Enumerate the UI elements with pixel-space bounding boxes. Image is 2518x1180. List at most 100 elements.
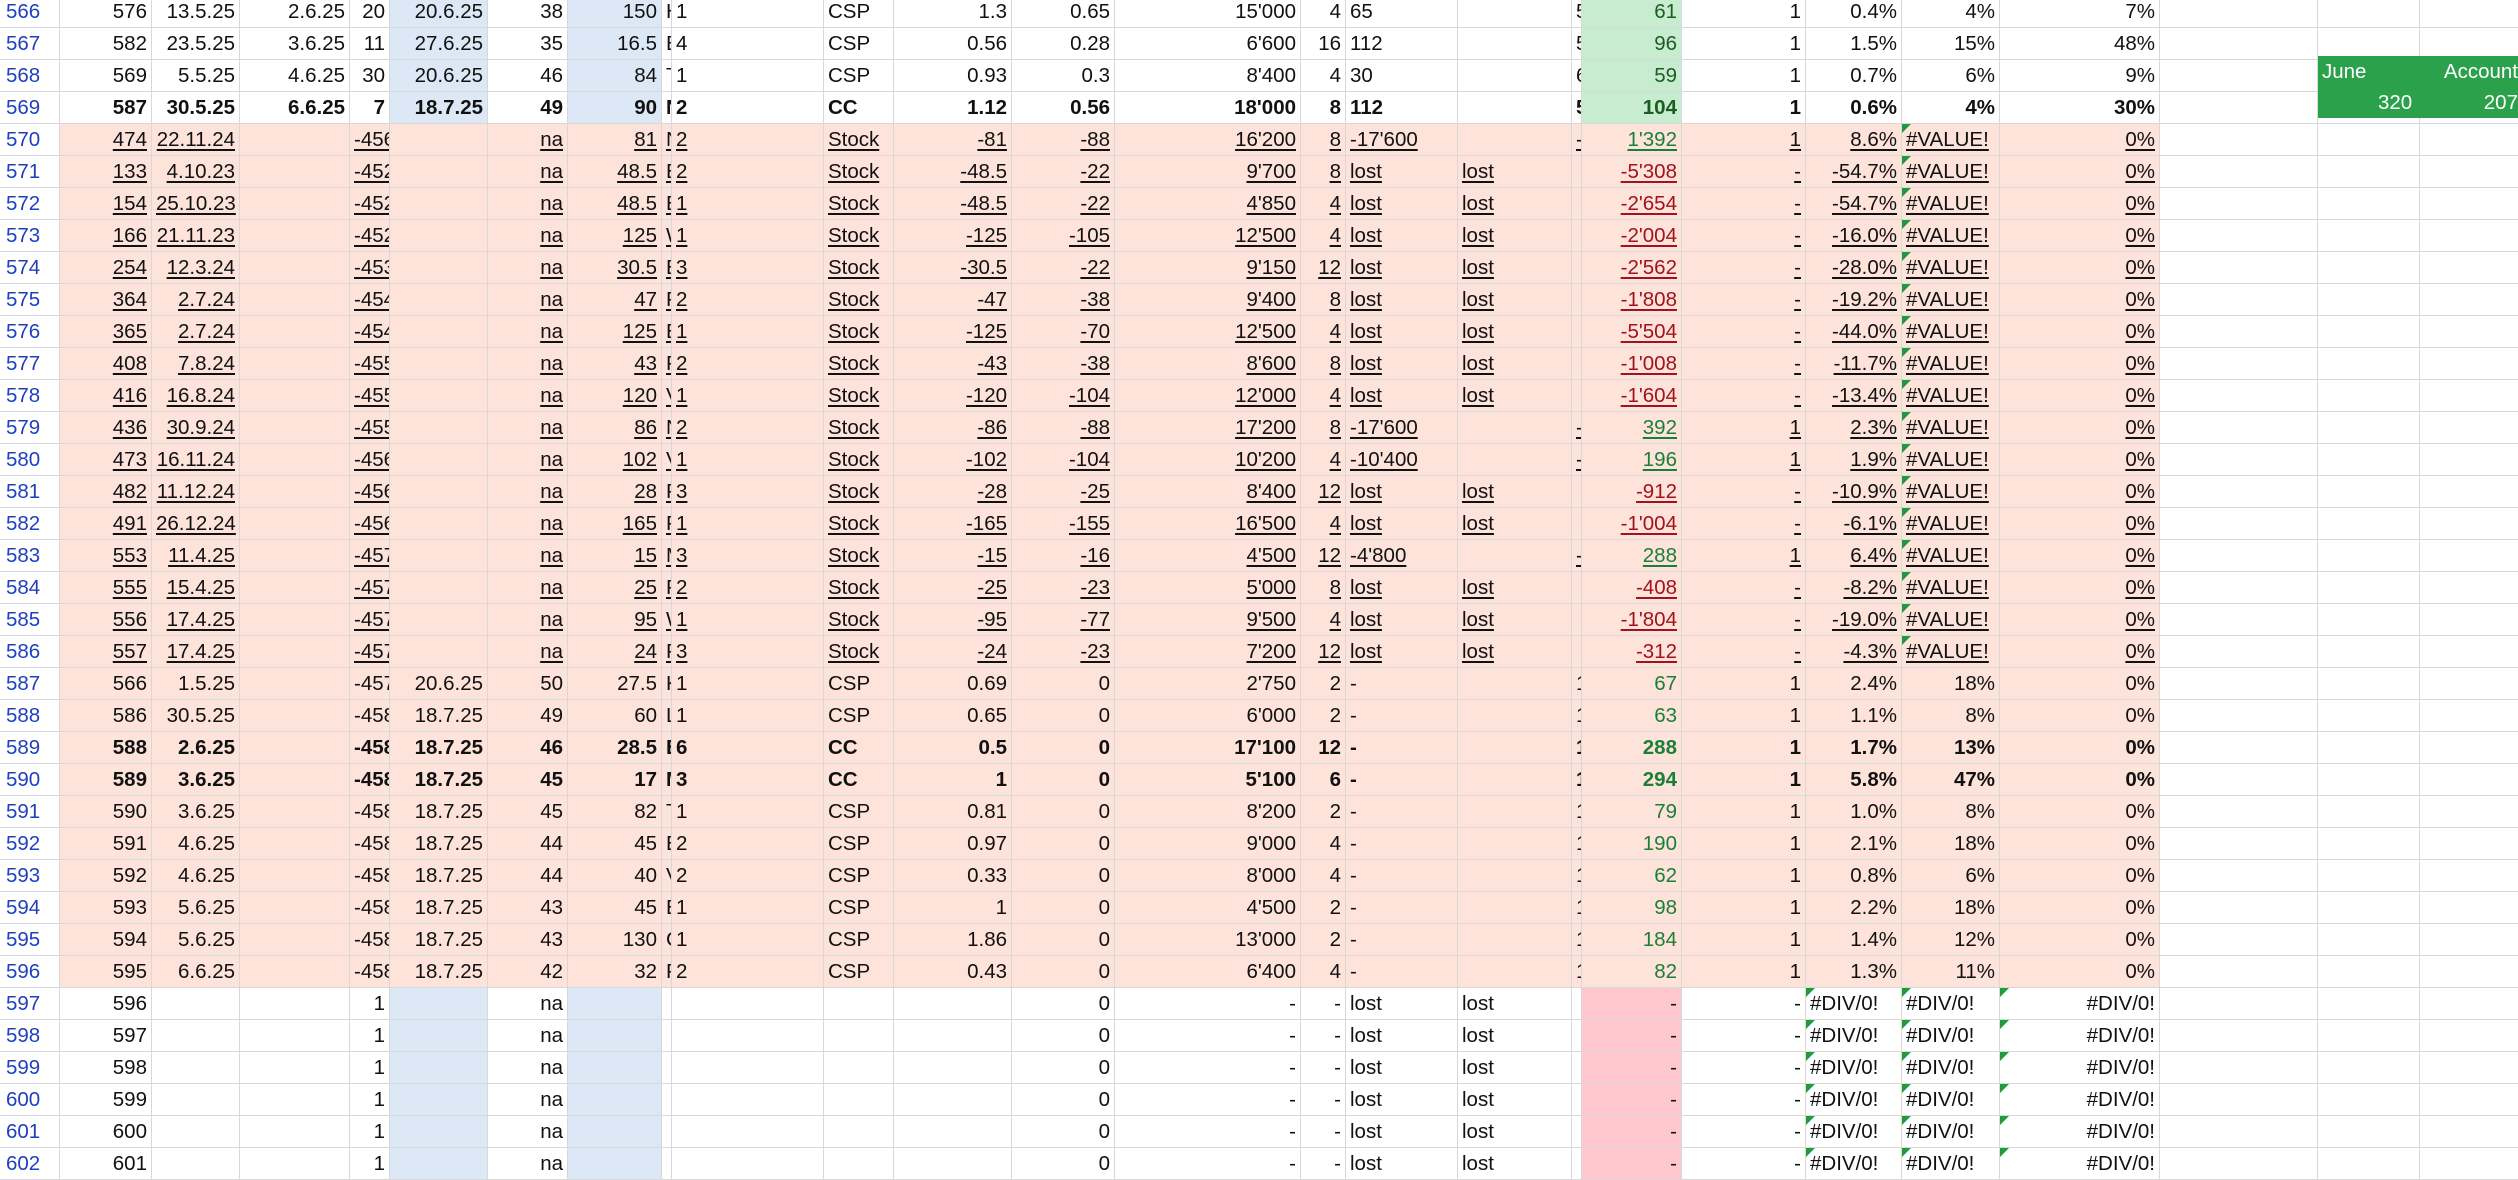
col-gap-cell[interactable]: MARA [662, 540, 672, 572]
col-contracts-cell[interactable]: 4 [1301, 956, 1346, 988]
col-strike-cell[interactable]: 82 [568, 796, 662, 828]
col-capital-cell[interactable]: - [1115, 1116, 1301, 1148]
col-annual-cell[interactable]: #DIV/0! [1902, 988, 2000, 1020]
col-close-date-cell[interactable] [240, 156, 350, 188]
col-pct-keep-cell[interactable] [1572, 1116, 1582, 1148]
col-contracts-cell[interactable]: 4 [1301, 828, 1346, 860]
col-pct-keep-cell[interactable]: -2% [1572, 412, 1582, 444]
col-open-date-cell[interactable]: 4.6.25 [152, 828, 240, 860]
col-strike-cell[interactable]: 43 [568, 348, 662, 380]
col-open-date-cell[interactable]: 2.7.24 [152, 284, 240, 316]
col-close-price-cell[interactable]: 0 [1012, 732, 1115, 764]
col-expiry-cell[interactable]: 20.6.25 [390, 60, 488, 92]
col-dte-cell[interactable]: na [488, 1084, 568, 1116]
col-close-price-cell[interactable]: -104 [1012, 380, 1115, 412]
row-number[interactable]: 568 [0, 60, 60, 92]
col-return-cell[interactable]: #DIV/0! [1806, 1148, 1902, 1180]
col-open-date-cell[interactable]: 3.6.25 [152, 764, 240, 796]
col-win-cell[interactable]: 1 [1682, 60, 1806, 92]
col-win-cell[interactable]: - [1682, 988, 1806, 1020]
col-premium-cell[interactable]: 0.5 [894, 732, 1012, 764]
col-value-cell[interactable]: lost [1346, 1148, 1458, 1180]
col-days-cell[interactable]: -45224 [350, 188, 390, 220]
row-number[interactable]: 575 [0, 284, 60, 316]
col-gap-cell[interactable]: BAYN [662, 188, 672, 220]
empty-cell[interactable] [2160, 220, 2318, 252]
col-days-cell[interactable]: -45807 [350, 700, 390, 732]
col-weight-cell[interactable]: 0% [2000, 796, 2160, 828]
col-expiry-cell[interactable]: 18.7.25 [390, 956, 488, 988]
empty-cell[interactable] [2160, 1052, 2318, 1084]
col-pct-keep-cell[interactable]: 50% [1572, 0, 1582, 28]
col-close-price-cell[interactable]: 0 [1012, 828, 1115, 860]
empty-cell[interactable] [2420, 892, 2518, 924]
col-type-cell[interactable]: Stock [824, 412, 894, 444]
col-ticker-cell[interactable]: 1 [672, 796, 824, 828]
col-days-cell[interactable]: -45812 [350, 828, 390, 860]
col-pl-cell[interactable]: - [1582, 1116, 1682, 1148]
col-weight-cell[interactable]: #DIV/0! [2000, 1084, 2160, 1116]
col-strike-cell[interactable]: 60 [568, 700, 662, 732]
sheet-row[interactable]: 5753642.7.24-45475na47PAH32Stock-47-389'… [0, 284, 2518, 316]
empty-cell[interactable] [2160, 1020, 2318, 1052]
col-pl-cell[interactable]: -408 [1582, 572, 1682, 604]
col-ticker-cell[interactable] [672, 1020, 824, 1052]
empty-cell[interactable] [2160, 508, 2318, 540]
col-lost-cell[interactable] [1458, 60, 1572, 92]
row-number[interactable]: 569 [0, 92, 60, 124]
col-ticker-cell[interactable]: 3 [672, 636, 824, 668]
col-strike-cell[interactable]: 81 [568, 124, 662, 156]
col-gap-cell[interactable]: WHR [662, 220, 672, 252]
empty-cell[interactable] [2318, 220, 2420, 252]
col-annual-cell[interactable]: 47% [1902, 764, 2000, 796]
col-type-cell[interactable]: Stock [824, 252, 894, 284]
col-strike-cell[interactable] [568, 1084, 662, 1116]
col-value-cell[interactable]: lost [1346, 1084, 1458, 1116]
col-dte-cell[interactable]: na [488, 220, 568, 252]
col-lost-cell[interactable]: lost [1458, 636, 1572, 668]
sheet-row[interactable]: 5915903.6.25-4581118.7.254582TLT1CSP0.81… [0, 796, 2518, 828]
col-gap-cell[interactable]: MARA [662, 764, 672, 796]
col-premium-cell[interactable] [894, 1020, 1012, 1052]
col-ticker-cell[interactable]: 1 [672, 700, 824, 732]
row-number[interactable]: 593 [0, 860, 60, 892]
col-expiry-cell[interactable] [390, 220, 488, 252]
col-premium-cell[interactable]: -120 [894, 380, 1012, 412]
col-pl-cell[interactable]: 67 [1582, 668, 1682, 700]
col-lost-cell[interactable] [1458, 956, 1572, 988]
col-win-cell[interactable]: - [1682, 252, 1806, 284]
col-weight-cell[interactable]: 0% [2000, 828, 2160, 860]
row-number[interactable]: 574 [0, 252, 60, 284]
col-dte-cell[interactable]: 49 [488, 700, 568, 732]
col-ticker-cell[interactable]: 4 [672, 28, 824, 60]
sheet-row[interactable]: 599 598 1 na 0- - lost lost - - #DIV/0! #DIV/0! #DIV… [0, 1052, 2518, 1084]
col-ticker-cell[interactable]: 3 [672, 476, 824, 508]
col-id-cell[interactable]: 591 [60, 828, 152, 860]
empty-cell[interactable] [2318, 828, 2420, 860]
col-expiry-cell[interactable] [390, 572, 488, 604]
col-close-date-cell[interactable]: 4.6.25 [240, 60, 350, 92]
row-number[interactable]: 587 [0, 668, 60, 700]
col-open-date-cell[interactable] [152, 1052, 240, 1084]
col-expiry-cell[interactable]: 18.7.25 [390, 828, 488, 860]
col-type-cell[interactable]: CSP [824, 668, 894, 700]
col-premium-cell[interactable]: -25 [894, 572, 1012, 604]
col-strike-cell[interactable]: 27.5 [568, 668, 662, 700]
col-return-cell[interactable]: #DIV/0! [1806, 988, 1902, 1020]
empty-cell[interactable] [2420, 124, 2518, 156]
col-expiry-cell[interactable] [390, 508, 488, 540]
col-weight-cell[interactable]: 0% [2000, 700, 2160, 732]
col-capital-cell[interactable]: 9'150 [1115, 252, 1301, 284]
sheet-row[interactable]: 5774087.8.24-45511na43PAH32Stock-43-388'… [0, 348, 2518, 380]
col-close-price-cell[interactable]: 0 [1012, 1084, 1115, 1116]
col-return-cell[interactable]: 2.2% [1806, 892, 1902, 924]
col-expiry-cell[interactable] [390, 124, 488, 156]
col-weight-cell[interactable]: 0% [2000, 380, 2160, 412]
col-gap-cell[interactable]: HSY [662, 0, 672, 28]
col-pl-cell[interactable]: - [1582, 1052, 1682, 1084]
col-open-date-cell[interactable]: 6.6.25 [152, 956, 240, 988]
col-pct-keep-cell[interactable]: -7% [1572, 540, 1582, 572]
col-value-cell[interactable]: -17'600 [1346, 412, 1458, 444]
empty-cell[interactable] [2160, 860, 2318, 892]
col-days-cell[interactable]: -45764 [350, 604, 390, 636]
